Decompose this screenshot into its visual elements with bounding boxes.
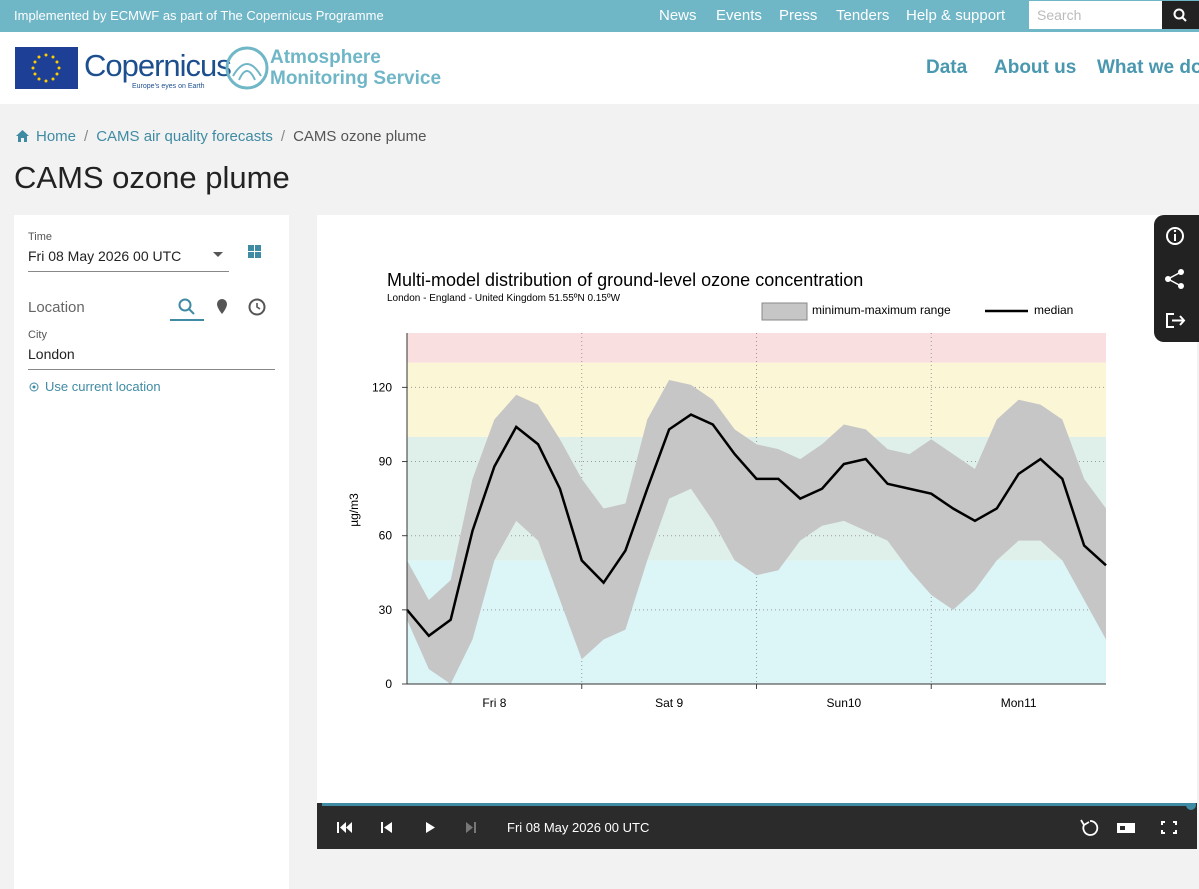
side-toolbar (1154, 215, 1199, 342)
nav-link[interactable]: Help & support (906, 7, 1006, 24)
x-tick-label: Sat 9 (655, 696, 683, 710)
breadcrumb-link[interactable]: CAMS air quality forecasts (96, 128, 273, 145)
nav-link[interactable]: Press (779, 7, 818, 24)
motto: Europe's eyes on Earth (132, 83, 205, 90)
player-time: Fri 08 May 2026 00 UTC (507, 820, 650, 835)
search-button[interactable] (1162, 1, 1199, 29)
city-input[interactable]: London (28, 346, 275, 370)
y-tick-label: 60 (379, 529, 393, 543)
field-label: City (28, 329, 47, 341)
service-name: Monitoring Service (270, 68, 442, 89)
use-location-link[interactable]: Use current location (45, 379, 161, 394)
main-nav-link[interactable]: What we do (1097, 57, 1199, 78)
time-value: Fri 08 May 2026 00 UTC (28, 248, 182, 264)
breadcrumb-current: CAMS ozone plume (293, 128, 427, 145)
time-select[interactable]: Fri 08 May 2026 00 UTC (28, 248, 229, 272)
player-controls[interactable] (317, 803, 1197, 849)
chart-subtitle: London - England - United Kingdom 51.55º… (387, 293, 621, 304)
header: Copernicus Europe's eyes on Earth Atmosp… (0, 32, 1199, 104)
home-icon (16, 130, 29, 142)
tagline: Implemented by ECMWF as part of The Cope… (14, 8, 384, 23)
location-tabs[interactable] (170, 295, 280, 323)
progress-track[interactable] (322, 803, 1192, 806)
y-tick-label: 0 (385, 677, 392, 691)
side-icons[interactable] (1154, 215, 1199, 342)
locate-icon (29, 382, 39, 392)
breadcrumb-link[interactable]: Home (36, 128, 77, 145)
nav-link[interactable]: News (659, 7, 697, 24)
y-tick-label: 30 (379, 603, 393, 617)
field-label: Time (28, 231, 53, 243)
service-name: Atmosphere (270, 47, 381, 68)
legend-swatch (761, 302, 808, 321)
x-tick-label: Sun10 (827, 696, 862, 710)
chart-panel: 0 30 60 90 120 Fri 8 Sat 9 Sun10 Mon11 Multi-mode… (317, 215, 1197, 805)
nav-link[interactable]: Tenders (836, 7, 890, 24)
x-tick-label: Fri 8 (482, 696, 506, 710)
main-nav-link[interactable]: About us (994, 57, 1077, 78)
search-input[interactable]: Search (1029, 1, 1162, 29)
chart: 0 30 60 90 120 Fri 8 Sat 9 Sun10 Mon11 Multi-mode… (347, 270, 1107, 710)
top-bar: Implemented by ECMWF as part of The Cope… (0, 0, 1199, 32)
legend-label: minimum-maximum range (812, 303, 951, 317)
y-tick-label: 120 (372, 380, 392, 394)
player-bar: Fri 08 May 2026 00 UTC (317, 803, 1197, 849)
search-icon (1173, 8, 1187, 22)
legend-label: median (1034, 303, 1073, 317)
y-tick-label: 90 (379, 455, 393, 469)
median-line (406, 413, 1107, 638)
x-tick-label: Mon11 (1001, 696, 1037, 710)
main-nav-link[interactable]: Data (926, 57, 968, 78)
page-title: CAMS ozone plume (14, 160, 290, 195)
breadcrumbs: Home / CAMS air quality forecasts / CAMS ozo… (36, 128, 427, 145)
grid-icon[interactable] (248, 245, 262, 259)
y-axis-label: µg/m3 (347, 493, 361, 527)
form-panel: Time Fri 08 May 2026 00 UTC Location Cit… (14, 215, 289, 889)
search-placeholder: Search (1037, 7, 1082, 23)
eu-flag (15, 47, 78, 89)
city-value: London (28, 346, 75, 362)
copernicus-logo: Copernicus (84, 48, 232, 83)
chart-title: Multi-model distribution of ground-level… (387, 270, 863, 290)
range-area (407, 379, 1106, 684)
cams-logo (225, 46, 269, 90)
nav-link[interactable]: Events (716, 7, 762, 24)
location-label: Location (28, 299, 85, 316)
